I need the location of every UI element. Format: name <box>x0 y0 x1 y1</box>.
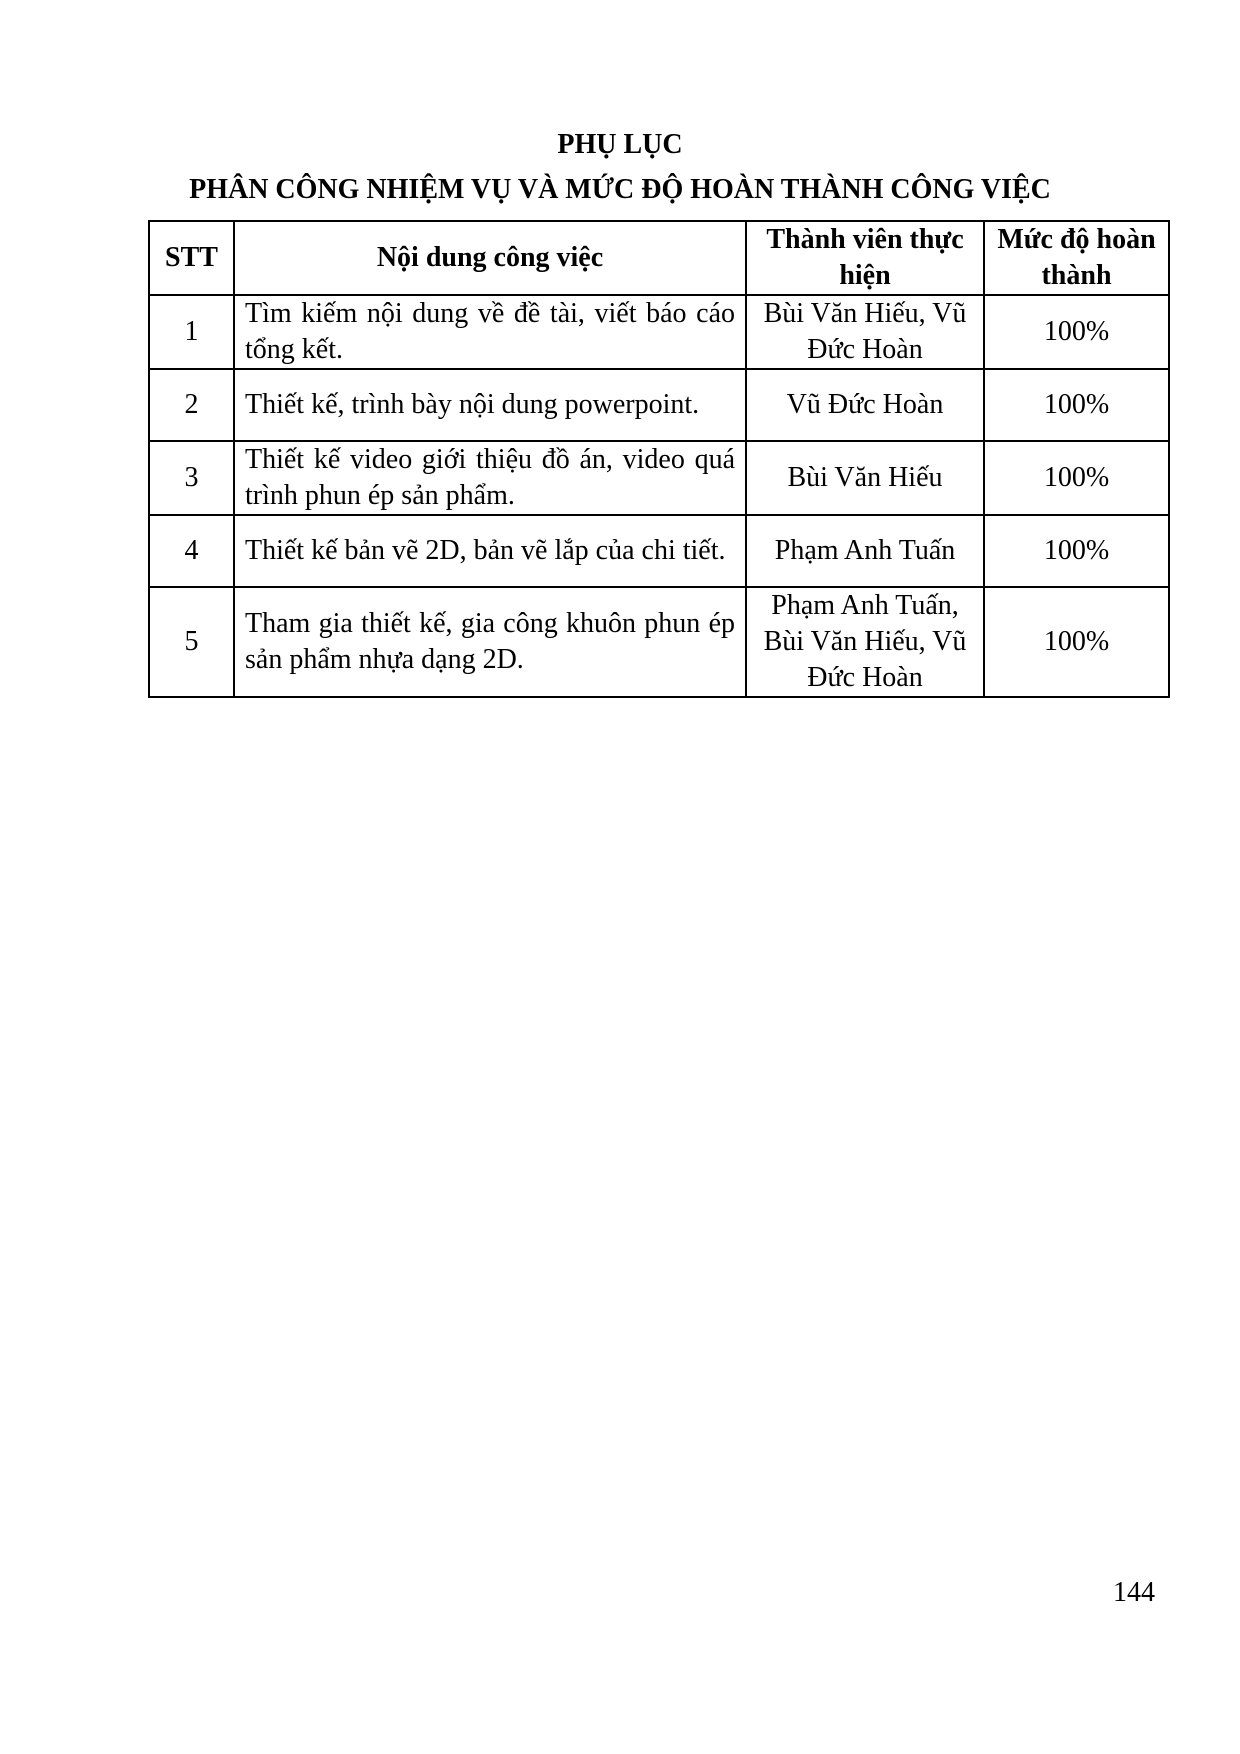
cell-task: Thiết kế video giới thiệu đồ án, video q… <box>233 440 747 516</box>
header-members: Thành viên thực hiện <box>745 220 985 296</box>
header-task: Nội dung công việc <box>233 220 747 296</box>
cell-members: Phạm Anh Tuấn <box>745 514 985 588</box>
table-header-row: STT Nội dung công việc Thành viên thực h… <box>148 220 1170 296</box>
table-row: 1 Tìm kiếm nội dung về đề tài, viết báo … <box>148 294 1170 370</box>
cell-completion: 100% <box>983 440 1170 516</box>
page-number: 144 <box>1113 1577 1155 1608</box>
cell-completion: 100% <box>983 514 1170 588</box>
table-row: 3 Thiết kế video giới thiệu đồ án, video… <box>148 440 1170 516</box>
cell-stt: 2 <box>148 368 235 442</box>
cell-stt: 1 <box>148 294 235 370</box>
cell-members: Bùi Văn Hiếu <box>745 440 985 516</box>
cell-completion: 100% <box>983 368 1170 442</box>
cell-task: Thiết kế bản vẽ 2D, bản vẽ lắp của chi t… <box>233 514 747 588</box>
cell-members: Phạm Anh Tuấn, Bùi Văn Hiếu, Vũ Đức Hoàn <box>745 586 985 698</box>
cell-task: Tìm kiếm nội dung về đề tài, viết báo cá… <box>233 294 747 370</box>
header-stt: STT <box>148 220 235 296</box>
cell-stt: 4 <box>148 514 235 588</box>
cell-members: Bùi Văn Hiếu, Vũ Đức Hoàn <box>745 294 985 370</box>
cell-members: Vũ Đức Hoàn <box>745 368 985 442</box>
cell-completion: 100% <box>983 294 1170 370</box>
cell-completion: 100% <box>983 586 1170 698</box>
cell-stt: 5 <box>148 586 235 698</box>
cell-stt: 3 <box>148 440 235 516</box>
task-assignment-table: STT Nội dung công việc Thành viên thực h… <box>148 220 1170 698</box>
cell-task: Tham gia thiết kế, gia công khuôn phun é… <box>233 586 747 698</box>
header-completion: Mức độ hoàn thành <box>983 220 1170 296</box>
table-row: 2 Thiết kế, trình bày nội dung powerpoin… <box>148 368 1170 442</box>
cell-task: Thiết kế, trình bày nội dung powerpoint. <box>233 368 747 442</box>
table-row: 5 Tham gia thiết kế, gia công khuôn phun… <box>148 586 1170 698</box>
appendix-subheading: PHÂN CÔNG NHIỆM VỤ VÀ MỨC ĐỘ HOÀN THÀNH … <box>189 174 1051 205</box>
appendix-heading: PHỤ LỤC <box>557 129 683 160</box>
table-row: 4 Thiết kế bản vẽ 2D, bản vẽ lắp của chi… <box>148 514 1170 588</box>
